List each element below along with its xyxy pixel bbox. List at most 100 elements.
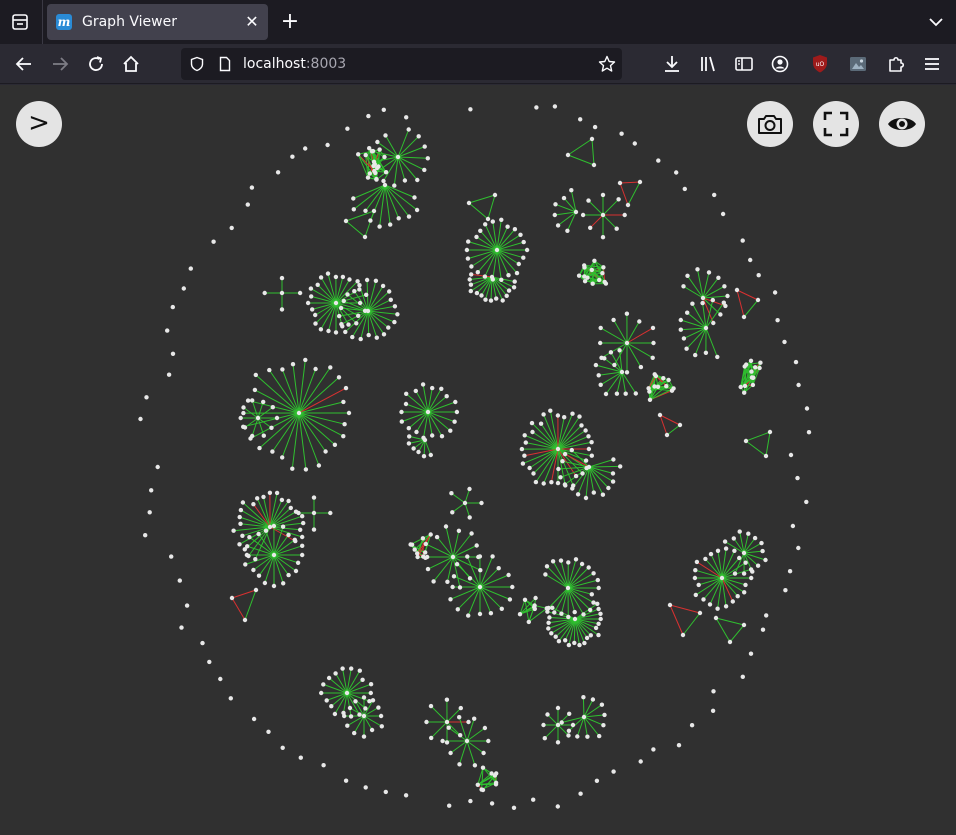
graph-node[interactable] <box>211 239 216 244</box>
graph-node[interactable] <box>218 676 223 682</box>
graph-node[interactable] <box>450 510 455 515</box>
graph-node[interactable] <box>354 321 359 326</box>
graph-node[interactable] <box>504 293 509 298</box>
graph-node[interactable] <box>596 621 601 626</box>
graph-node[interactable] <box>742 590 747 595</box>
graph-node[interactable] <box>606 485 611 491</box>
graph-node[interactable] <box>758 360 763 365</box>
graph-node[interactable] <box>531 797 536 802</box>
graph-node[interactable] <box>558 475 563 480</box>
graph-node[interactable] <box>596 585 601 591</box>
graph-node[interactable] <box>593 625 599 631</box>
graph-node[interactable] <box>371 163 376 169</box>
graph-node[interactable] <box>796 545 801 551</box>
graph-node[interactable] <box>526 619 531 625</box>
graph-node[interactable] <box>516 261 521 267</box>
graph-node[interactable] <box>589 440 594 445</box>
graph-node[interactable] <box>711 689 716 694</box>
graph-node[interactable] <box>241 405 246 410</box>
graph-node[interactable] <box>664 432 670 438</box>
graph-node[interactable] <box>532 604 537 610</box>
graph-node[interactable] <box>475 782 480 787</box>
graph-node[interactable] <box>468 288 473 294</box>
graph-node[interactable] <box>383 133 388 138</box>
graph-node[interactable] <box>666 377 671 383</box>
graph-node[interactable] <box>345 126 350 131</box>
graph-node[interactable] <box>682 186 687 192</box>
graph-node[interactable] <box>499 217 504 222</box>
graph-node[interactable] <box>255 415 261 421</box>
graph-node[interactable] <box>406 426 411 431</box>
graph-node[interactable] <box>382 154 387 160</box>
graph-node[interactable] <box>477 554 483 559</box>
graph-node[interactable] <box>378 713 384 719</box>
graph-node[interactable] <box>541 722 546 728</box>
graph-node[interactable] <box>506 572 511 578</box>
graph-node[interactable] <box>579 561 585 567</box>
graph-node[interactable] <box>412 547 417 552</box>
graph-node[interactable] <box>722 539 728 544</box>
graph-node[interactable] <box>488 611 494 616</box>
graph-node[interactable] <box>750 382 756 388</box>
graph-node[interactable] <box>569 188 574 193</box>
graph-node[interactable] <box>544 606 549 611</box>
graph-node[interactable] <box>351 196 356 201</box>
graph-node[interactable] <box>303 146 308 151</box>
graph-node[interactable] <box>611 769 616 774</box>
graph-node[interactable] <box>326 675 332 681</box>
graph-node[interactable] <box>490 554 495 559</box>
graph-node[interactable] <box>494 771 499 776</box>
graph-node[interactable] <box>524 247 530 253</box>
graph-node[interactable] <box>347 277 352 282</box>
graph-node[interactable] <box>595 601 600 606</box>
graph-node[interactable] <box>647 389 652 394</box>
graph-node[interactable] <box>366 332 371 338</box>
graph-node[interactable] <box>547 615 552 620</box>
graph-node[interactable] <box>755 563 761 568</box>
graph-node[interactable] <box>296 410 302 416</box>
graph-node[interactable] <box>295 560 301 565</box>
graph-node[interactable] <box>676 743 682 748</box>
graph-node[interactable] <box>795 475 800 481</box>
graph-node[interactable] <box>689 723 695 728</box>
graph-node[interactable] <box>356 313 361 318</box>
graph-node[interactable] <box>715 548 721 553</box>
graph-node[interactable] <box>522 453 527 458</box>
graph-node[interactable] <box>326 328 331 334</box>
graph-node[interactable] <box>370 698 376 703</box>
graph-node[interactable] <box>480 787 486 793</box>
graph-node[interactable] <box>478 228 483 233</box>
graph-node[interactable] <box>482 274 488 279</box>
graph-node[interactable] <box>229 225 234 231</box>
graph-node[interactable] <box>598 616 603 622</box>
graph-node[interactable] <box>490 219 495 224</box>
graph-node[interactable] <box>300 514 305 519</box>
graph-node[interactable] <box>592 258 597 263</box>
graph-node[interactable] <box>430 433 435 438</box>
graph-node[interactable] <box>577 414 582 419</box>
graph-node[interactable] <box>664 384 669 389</box>
graph-node[interactable] <box>440 738 445 744</box>
graph-node[interactable] <box>422 167 427 173</box>
graph-node[interactable] <box>578 791 583 796</box>
graph-node[interactable] <box>474 543 479 548</box>
graph-node[interactable] <box>357 668 362 673</box>
graph-node[interactable] <box>549 631 554 636</box>
graph-node[interactable] <box>591 600 596 605</box>
graph-node[interactable] <box>352 730 357 736</box>
graph-node[interactable] <box>757 365 762 371</box>
graph-node[interactable] <box>555 413 561 418</box>
graph-node[interactable] <box>244 552 250 558</box>
graph-node[interactable] <box>600 212 606 218</box>
graph-node[interactable] <box>453 399 458 405</box>
graph-node[interactable] <box>467 277 472 282</box>
graph-node[interactable] <box>596 373 601 378</box>
graph-node[interactable] <box>546 626 551 631</box>
graph-node[interactable] <box>143 533 148 538</box>
graph-node[interactable] <box>237 542 242 547</box>
graph-node[interactable] <box>787 569 793 574</box>
graph-node[interactable] <box>367 171 372 176</box>
graph-node[interactable] <box>661 376 666 381</box>
graph-node[interactable] <box>362 234 368 240</box>
graph-node[interactable] <box>424 719 429 725</box>
